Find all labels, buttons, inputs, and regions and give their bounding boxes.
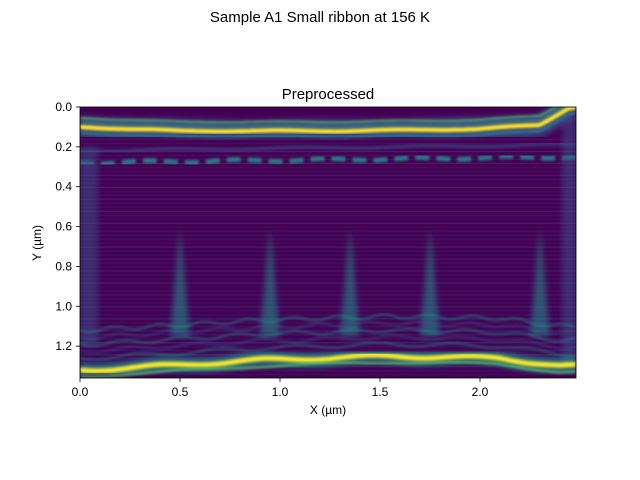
chart-title: Preprocessed [282, 86, 375, 103]
fringe-line [80, 170, 576, 173]
fringe-line [80, 142, 576, 145]
fringe-line [80, 270, 576, 272]
bottom-bright-band [80, 361, 576, 378]
fringe-line [80, 334, 576, 336]
top-bright-band [80, 112, 576, 139]
edge-glow [562, 116, 576, 367]
top-bright-band [80, 107, 565, 128]
x-tick-label: 0.5 [172, 385, 189, 399]
ripple-band [80, 313, 576, 333]
fringe-line [80, 290, 576, 292]
fringe-line [80, 342, 576, 344]
y-axis-label: Y (µm) [30, 225, 44, 261]
fringe-line [80, 158, 576, 161]
fringe-line [80, 222, 576, 224]
x-tick-label: 1.5 [372, 385, 389, 399]
y-tick-label: 0.0 [55, 100, 72, 114]
fringe-line [80, 250, 576, 252]
fringe-line [80, 274, 576, 276]
x-tick-label: 1.0 [272, 385, 289, 399]
fringe-line [80, 218, 576, 220]
fringe-line [80, 338, 576, 340]
fringe-line [80, 306, 576, 308]
fringe-line [80, 310, 576, 312]
fringe-line [80, 370, 576, 372]
fringe-line [80, 150, 576, 153]
vertical-streak [340, 226, 360, 337]
y-tick-label: 1.2 [55, 339, 72, 353]
fringe-line [80, 374, 576, 376]
fringe-line [80, 298, 576, 300]
fringe-line [80, 254, 576, 256]
fringe-line [80, 322, 576, 324]
y-tick-label: 0.2 [55, 140, 72, 154]
x-axis: 0.0 0.5 1.0 1.5 2.0 [72, 378, 489, 399]
fringe-line [80, 234, 576, 236]
fringe-line [80, 186, 576, 189]
fringe-line [80, 238, 576, 240]
fringe-line [80, 206, 576, 208]
fringe-line [80, 230, 576, 232]
y-tick-label: 0.6 [55, 220, 72, 234]
fringe-line [80, 258, 576, 260]
fringe-line [80, 302, 576, 304]
fringe-line [80, 202, 576, 204]
ripple-band [80, 334, 576, 354]
fringe-line [80, 366, 576, 368]
vertical-streak [170, 226, 190, 337]
fringe-line [80, 194, 576, 196]
ripple-band [80, 327, 576, 347]
fringe-line [80, 282, 576, 284]
edge-glow [80, 146, 98, 347]
fringe-line [80, 294, 576, 296]
fringe-line [80, 178, 576, 181]
x-tick-label: 2.0 [472, 385, 489, 399]
fringe-line [80, 154, 576, 157]
fringe-line [80, 278, 576, 280]
heatmap-image [80, 107, 576, 378]
fringe-line [80, 262, 576, 264]
top-bright-band [80, 107, 558, 124]
x-axis-label: X (µm) [310, 403, 346, 417]
fringe-line [80, 286, 576, 288]
fringe-line [80, 198, 576, 200]
vertical-streak [420, 226, 440, 337]
fringe-line [80, 246, 576, 248]
fringe-line [80, 266, 576, 268]
fringe-line [80, 314, 576, 316]
fringe-line [80, 190, 576, 192]
fringe-line [80, 318, 576, 320]
plot-frame [79, 106, 577, 379]
top-bright-band [80, 107, 576, 134]
x-tick-label: 0.0 [72, 385, 89, 399]
fringe-line [80, 210, 576, 212]
y-tick-label: 0.8 [55, 259, 72, 273]
fringe-line [80, 182, 576, 185]
fringe-line [80, 174, 576, 177]
bottom-bright-band [80, 352, 576, 374]
vertical-streak [530, 226, 550, 337]
fringe-line [80, 350, 576, 352]
vertical-streak [260, 226, 280, 337]
y-tick-label: 0.4 [55, 180, 72, 194]
fringe-line [80, 326, 576, 328]
fringe-line [80, 166, 576, 169]
fringe-line [80, 242, 576, 244]
y-tick-label: 1.0 [55, 299, 72, 313]
ripple-band [80, 320, 576, 341]
figure-suptitle: Sample A1 Small ribbon at 156 K [210, 9, 430, 26]
ripple-band [80, 341, 576, 361]
y-axis: 0.0 0.2 0.4 0.6 0.8 1.0 1.2 [55, 100, 80, 353]
second-band [80, 142, 576, 153]
fringe-line [80, 226, 576, 228]
fringe-line [80, 162, 576, 165]
fringe-line [80, 330, 576, 332]
fringe-line [80, 214, 576, 216]
